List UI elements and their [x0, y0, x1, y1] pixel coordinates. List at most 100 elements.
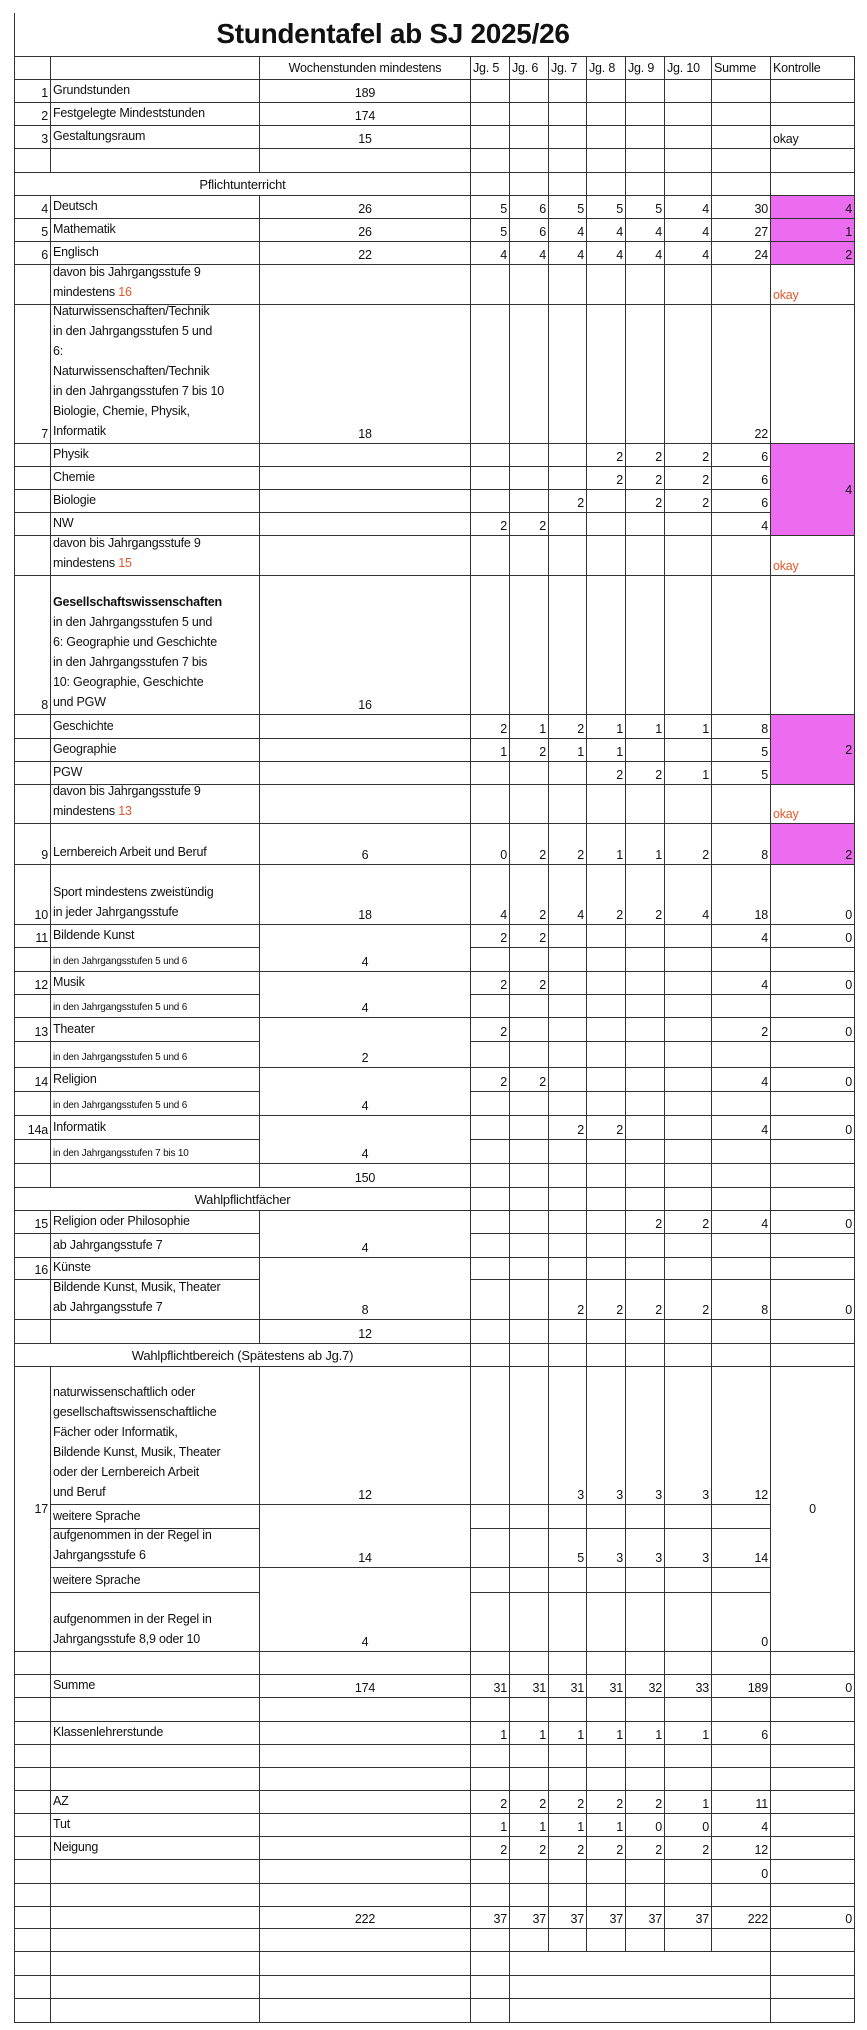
jg9-hours — [625, 1928, 665, 1952]
check-value-text: 0 — [845, 1303, 852, 1317]
row-total — [711, 784, 771, 824]
subject-label: Neigung — [50, 1836, 260, 1860]
table-row: 1 Grundstunden 189 — [14, 79, 855, 103]
weekly-hours-min — [259, 1651, 471, 1675]
label-text: Physik — [53, 445, 257, 465]
row-number-text: 12 — [34, 978, 48, 992]
jg6-hours: 1 — [509, 714, 549, 739]
label-main-text: aufgenommen in der Regel in Jahrgangsstu… — [53, 1612, 212, 1646]
label-main-text: Religion oder Philosophie — [53, 1214, 190, 1228]
jg7-hours — [548, 264, 587, 305]
check-value — [770, 1951, 855, 1976]
row-total-text: 2 — [761, 1025, 768, 1039]
subject-label: Tut — [50, 1813, 260, 1837]
table-row: Pflichtunterricht — [14, 172, 855, 196]
check-value-text: 0 — [809, 1502, 816, 1516]
jg6-hours — [509, 1319, 549, 1344]
weekly-hours-min: 15 — [259, 125, 471, 149]
jg7-hours — [548, 1744, 587, 1768]
jg6-hours — [509, 125, 549, 149]
label-text: Klassenlehrerstunde — [53, 1723, 257, 1743]
grade-header-8-text: Jg. 8 — [589, 61, 616, 75]
jg9-hours — [625, 1319, 665, 1344]
label-main-text: davon bis Jahrgangsstufe 9 mindestens — [53, 536, 201, 571]
subject-label — [50, 1744, 260, 1768]
row-number: 2 — [14, 102, 51, 126]
jg9-hours-text: 2 — [655, 1843, 662, 1857]
jg7-hours-text: 4 — [577, 248, 584, 262]
jg9-hours: 2 — [625, 864, 665, 925]
jg7-hours: 1 — [548, 738, 587, 762]
jg7-hours — [548, 1017, 587, 1042]
weekly-hours-min — [259, 784, 471, 824]
row-total — [711, 1883, 771, 1907]
jg7-hours-text: 2 — [577, 722, 584, 736]
jg9-hours — [625, 535, 665, 576]
jg5-hours: 2 — [470, 512, 510, 536]
weekly-hours-min: 12 — [259, 1366, 471, 1505]
label-main-text: PGW — [53, 765, 83, 779]
jg8-hours-text: 4 — [616, 248, 623, 262]
jg6-hours — [509, 575, 549, 715]
jg9-hours — [625, 1187, 665, 1211]
label-text: Englisch — [53, 243, 257, 263]
jg5-hours — [470, 489, 510, 513]
jg10-hours: 2 — [664, 823, 712, 865]
subject-label: Religion — [50, 1067, 260, 1092]
label-text: naturwissenschaftlich oder gesellschafts… — [53, 1382, 257, 1502]
weekly-hours-min — [259, 761, 471, 785]
check-value-text: 0 — [845, 978, 852, 992]
jg9-hours — [625, 1859, 665, 1884]
weekly-hours-min-text: 4 — [361, 1241, 369, 1255]
jg7-hours: 4 — [548, 218, 587, 242]
check-value: okay — [770, 125, 855, 149]
weekly-hours-min: 26 — [259, 195, 471, 219]
row-total — [711, 1257, 771, 1280]
jg8-hours-text: 5 — [616, 202, 623, 216]
jg5-hours — [470, 575, 510, 715]
check-value — [770, 1139, 855, 1164]
jg9-hours: 2 — [625, 489, 665, 513]
subject-label: davon bis Jahrgangsstufe 9 mindestens 16 — [50, 264, 260, 305]
table-row: weitere Sprache 4 — [15, 1567, 855, 1652]
jg9-hours — [625, 1139, 665, 1164]
jg8-hours: 2 — [586, 864, 626, 925]
weekly-hours-min-text: 174 — [354, 109, 376, 123]
jg7-hours — [548, 1091, 587, 1116]
jg5-hours: 2 — [470, 1836, 510, 1860]
jg5-hours — [470, 1115, 510, 1140]
jg5-hours: 1 — [470, 1721, 510, 1745]
jg6-hours — [509, 1859, 549, 1884]
jg6-hours: 31 — [509, 1674, 549, 1698]
jg10-hours-text: 1 — [702, 768, 709, 782]
row-number — [14, 1091, 51, 1116]
jg5-hours: 2 — [470, 1790, 510, 1814]
jg7-hours — [548, 466, 587, 490]
jg6-hours: 6 — [509, 195, 549, 219]
row-number — [14, 1836, 51, 1860]
subject-label: Künste — [50, 1257, 260, 1280]
label-text: Deutsch — [53, 197, 257, 217]
jg7-hours: 1 — [548, 1813, 587, 1837]
row-total — [711, 1697, 771, 1722]
label-main-text: naturwissenschaftlich oder gesellschafts… — [53, 1385, 221, 1499]
label-main-text: Geschichte — [53, 719, 114, 733]
jg9-hours — [625, 172, 665, 196]
label-main-text: Künste — [53, 1260, 91, 1274]
subject-label: naturwissenschaftlich oder gesellschafts… — [50, 1366, 260, 1505]
jg5-hours — [470, 1651, 510, 1675]
jg7-hours: 2 — [548, 1115, 587, 1140]
row-total: 14 — [711, 1528, 771, 1568]
jg7-hours — [548, 575, 587, 715]
jg6-hours: 2 — [509, 971, 549, 995]
jg9-hours — [625, 1343, 665, 1367]
table-row: 10 Sport mindestens zweistündig in jeder … — [14, 864, 855, 925]
weekly-hours-min-text: 26 — [358, 202, 372, 216]
jg6-hours — [509, 1697, 549, 1722]
jg7-hours-text: 2 — [577, 1843, 584, 1857]
weekly-hours-min: 189 — [259, 79, 471, 103]
jg9-hours — [625, 1592, 665, 1652]
jg5-hours-text: 1 — [500, 1728, 507, 1742]
row-total-text: 5 — [761, 768, 768, 782]
label-text: Naturwissenschaften/Technik in den Jahrg… — [53, 306, 257, 442]
